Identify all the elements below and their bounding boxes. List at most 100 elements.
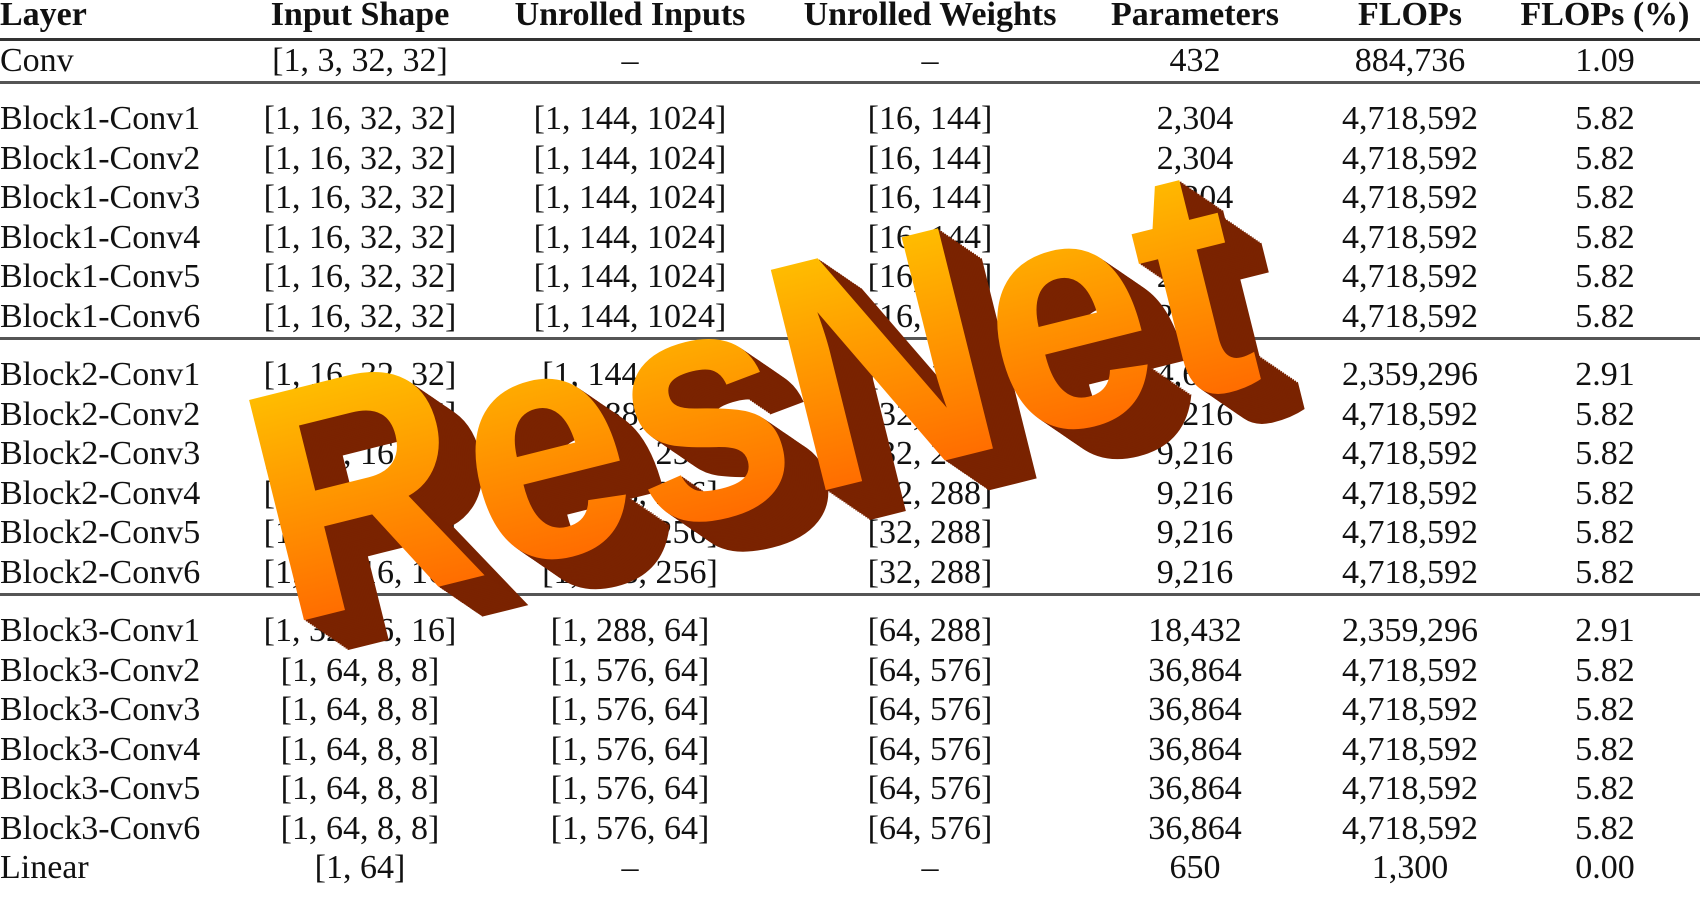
- table-cell: Block2-Conv6: [0, 553, 240, 596]
- table-cell: [1, 32, 16, 16]: [263, 395, 457, 433]
- table-row: Block2-Conv1 [1, 16, 32, 32] [1, 144, 256]…: [0, 338, 1700, 395]
- table-cell: Conv: [0, 39, 240, 84]
- table-cell: 4,718,592: [1342, 651, 1478, 689]
- table-cell: [16, 144]: [867, 179, 993, 217]
- table-cell: Block1-Conv3: [0, 179, 201, 217]
- table-cell: Block3-Conv6: [0, 809, 201, 847]
- table-cell: Block2-Conv1: [0, 356, 201, 394]
- table-cell: Block1-Conv5: [0, 258, 201, 296]
- table-cell: [64, 576]: [867, 651, 993, 689]
- table-cell: Block3-Conv4: [0, 730, 201, 768]
- table-cell: [1, 288, 256]: [480, 553, 780, 596]
- table-cell: [32, 288]: [867, 474, 993, 512]
- table-cell: –: [780, 39, 1080, 84]
- table-row: Block1-Conv6 [1, 16, 32, 32] [1, 144, 1024…: [0, 297, 1700, 340]
- table-cell: 4,718,592: [1342, 514, 1478, 552]
- table-cell: 5.82: [1575, 258, 1635, 296]
- table-cell: [1, 16, 32, 32]: [240, 297, 480, 340]
- table-cell: 5.82: [1575, 730, 1635, 768]
- table-cell: 4,718,592: [1342, 809, 1478, 847]
- table-row: Block3-Conv1 [1, 32, 16, 16] [1, 288, 64] […: [0, 594, 1700, 651]
- table-cell: 5.82: [1575, 474, 1635, 512]
- header-layer: Layer: [0, 0, 240, 41]
- table-cell: Block3-Conv2: [0, 651, 201, 689]
- table-cell: 18,432: [1148, 612, 1242, 650]
- table-cell: [16, 144]: [780, 297, 1080, 340]
- table-cell: [1, 64, 8, 8]: [280, 809, 440, 847]
- table-cell: 432: [1080, 39, 1310, 84]
- table-row: Block1-Conv5 [1, 16, 32, 32] [1, 144, 1024…: [0, 258, 1700, 298]
- table-cell: Block2-Conv2: [0, 395, 201, 433]
- table-row: Block1-Conv2 [1, 16, 32, 32] [1, 144, 1024…: [0, 139, 1700, 179]
- table-cell: 2,304: [1156, 218, 1234, 256]
- table-row: Block3-Conv3 [1, 64, 8, 8] [1, 576, 64] [64…: [0, 691, 1700, 731]
- table-cell: [64, 576]: [867, 730, 993, 768]
- table-cell: 5.82: [1575, 179, 1635, 217]
- table-row: Block1-Conv1 [1, 16, 32, 32] [1, 144, 1024…: [0, 82, 1700, 139]
- table-cell: –: [921, 849, 939, 887]
- table-cell: 5.82: [1575, 435, 1635, 473]
- table-cell: 36,864: [1148, 770, 1242, 808]
- header-flops: FLOPs: [1310, 0, 1510, 41]
- table-cell: 4,718,592: [1310, 297, 1510, 340]
- table-cell: Block1-Conv6: [0, 297, 240, 340]
- table-cell: Block2-Conv3: [0, 435, 201, 473]
- table-cell: [1, 144, 1024]: [533, 218, 727, 256]
- table-cell: 4,718,592: [1342, 395, 1478, 433]
- table-cell: [1, 576, 64]: [550, 730, 710, 768]
- table-cell: [64, 576]: [867, 809, 993, 847]
- table-cell: [1, 288, 64]: [550, 612, 710, 650]
- table-cell: 5.82: [1575, 139, 1635, 177]
- table-cell: [1, 16, 32, 32]: [263, 356, 457, 394]
- table-cell: [16, 144]: [867, 218, 993, 256]
- table-cell: 36,864: [1148, 691, 1242, 729]
- table-cell: –: [621, 849, 639, 887]
- table-cell: 36,864: [1148, 809, 1242, 847]
- table-cell: [1, 16, 32, 32]: [263, 258, 457, 296]
- table-row: Conv [1, 3, 32, 32] – –432 884,736 1.09: [0, 39, 1700, 84]
- table-cell: 4,718,592: [1342, 139, 1478, 177]
- table-cell: 2,359,296: [1342, 612, 1478, 650]
- table-cell: 9,216: [1080, 553, 1310, 596]
- table-row: Block2-Conv2 [1, 32, 16, 16] [1, 288, 256]…: [0, 395, 1700, 435]
- table-cell: [1, 32, 16, 16]: [263, 514, 457, 552]
- table-cell: 4,718,592: [1342, 474, 1478, 512]
- table-cell: 4,718,592: [1342, 218, 1478, 256]
- header-input-shape: Input Shape: [240, 0, 480, 41]
- table-row: Block1-Conv4 [1, 16, 32, 32] [1, 144, 1024…: [0, 218, 1700, 258]
- table-cell: [1, 288, 256]: [542, 435, 718, 473]
- header-flops-percent: FLOPs (%): [1510, 0, 1700, 41]
- table-cell: [1, 288, 256]: [542, 474, 718, 512]
- table-cell: 2.91: [1575, 356, 1635, 394]
- table-cell: 9,216: [1156, 435, 1234, 473]
- table-cell: 650: [1169, 849, 1221, 887]
- table-row: Block2-Conv3 [1, 32, 16, 16] [1, 288, 256]…: [0, 435, 1700, 475]
- header-unrolled-weights: Unrolled Weights: [780, 0, 1080, 41]
- table-cell: 9,216: [1156, 395, 1234, 433]
- table-cell: 1,300: [1371, 849, 1449, 887]
- table-cell: 36,864: [1148, 730, 1242, 768]
- table-cell: 9,216: [1156, 474, 1234, 512]
- table-cell: [1, 3, 32, 32]: [240, 39, 480, 84]
- table-cell: [1, 32, 16, 16]: [263, 474, 457, 512]
- table-cell: [1, 576, 64]: [550, 651, 710, 689]
- table-cell: [1, 144, 256]: [542, 356, 718, 394]
- table-cell: [32, 288]: [867, 435, 993, 473]
- table-cell: Block1-Conv1: [0, 100, 201, 138]
- table-cell: [32, 288]: [867, 395, 993, 433]
- table-cell: [1, 144, 1024]: [480, 297, 780, 340]
- header-row: Layer Input Shape Unrolled Inputs Unroll…: [0, 0, 1700, 41]
- table-cell: [1, 16, 32, 32]: [263, 139, 457, 177]
- header-unrolled-inputs: Unrolled Inputs: [480, 0, 780, 41]
- table-row: Block3-Conv5 [1, 64, 8, 8] [1, 576, 64] [64…: [0, 770, 1700, 810]
- table-cell: [64, 576]: [867, 691, 993, 729]
- table-cell: 5.82: [1575, 100, 1635, 138]
- table-cell: [64, 288]: [867, 612, 993, 650]
- table-cell: Block2-Conv4: [0, 474, 201, 512]
- table-row: Block1-Conv3 [1, 16, 32, 32] [1, 144, 1024…: [0, 179, 1700, 219]
- table-cell: 2,359,296: [1342, 356, 1478, 394]
- table-body: Conv [1, 3, 32, 32] – –432 884,736 1.09 Block1…: [0, 39, 1700, 889]
- table-row: Block3-Conv4 [1, 64, 8, 8] [1, 576, 64] [64…: [0, 730, 1700, 770]
- table-cell: [1, 64, 8, 8]: [280, 730, 440, 768]
